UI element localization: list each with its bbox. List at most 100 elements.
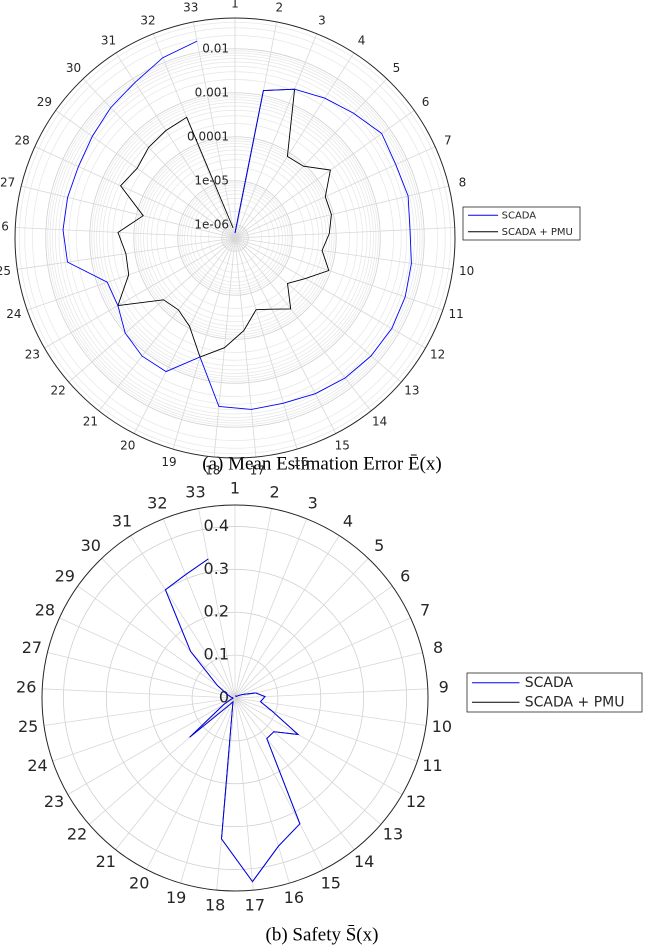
- theta-tick-label: 19: [161, 455, 176, 469]
- grid-spoke: [98, 237, 236, 412]
- theta-tick-label: 20: [129, 873, 149, 892]
- series-line: [117, 88, 332, 358]
- r-tick-label: 0: [219, 688, 229, 707]
- series-line: [62, 40, 412, 410]
- grid-spoke: [180, 697, 236, 884]
- grid-spoke: [68, 237, 236, 383]
- grid-spoke: [115, 697, 236, 850]
- grid-spoke: [234, 688, 428, 699]
- grid-spoke: [52, 697, 236, 762]
- legend-label: SCADA + PMU: [502, 227, 573, 238]
- legend-label: SCADA + PMU: [525, 694, 625, 710]
- theta-tick-label: 16: [284, 888, 304, 907]
- grid-spoke: [198, 508, 236, 699]
- grid-spoke: [77, 585, 236, 699]
- theta-tick-label: 10: [459, 264, 474, 278]
- grid-spoke: [43, 697, 236, 726]
- grid-spoke: [234, 237, 444, 311]
- caption: (b) Safety S̄(x): [266, 924, 379, 945]
- grid-spoke: [234, 52, 355, 239]
- legend-label: SCADA: [525, 675, 574, 691]
- theta-tick-label: 18: [205, 463, 220, 477]
- theta-tick-label: 15: [321, 873, 341, 892]
- theta-tick-label: 24: [27, 756, 47, 775]
- theta-tick-label: 27: [22, 638, 42, 657]
- grid-spoke: [44, 237, 236, 349]
- grid-spoke: [234, 237, 372, 412]
- grid-spoke: [234, 508, 272, 699]
- grid-spoke: [234, 697, 403, 795]
- grid-spoke: [21, 185, 236, 239]
- theta-tick-label: 8: [433, 638, 443, 657]
- theta-tick-label: 30: [66, 61, 81, 75]
- grid-spoke: [15, 227, 236, 239]
- theta-tick-label: 11: [448, 307, 463, 321]
- grid-spoke: [234, 697, 355, 850]
- grid-spoke: [216, 697, 236, 891]
- outer-ring: [14, 17, 456, 459]
- grid-spoke: [234, 237, 298, 450]
- theta-tick-label: 1: [231, 0, 239, 11]
- theta-tick-label: 17: [250, 463, 265, 477]
- theta-tick-label: 6: [400, 566, 410, 585]
- theta-tick-label: 29: [55, 566, 75, 585]
- theta-tick-label: 7: [444, 133, 452, 147]
- r-tick-label: 0.0001: [187, 129, 229, 143]
- theta-tick-label: 26: [16, 678, 36, 697]
- grid-spoke: [101, 558, 236, 699]
- theta-tick-label: 12: [406, 792, 426, 811]
- grid-spoke: [234, 237, 402, 383]
- grid-spoke: [162, 518, 236, 699]
- theta-tick-label: 27: [0, 175, 15, 189]
- theta-tick-label: 17: [245, 896, 265, 915]
- r-tick-label: 1e-06: [194, 217, 229, 231]
- grid-spoke: [115, 52, 236, 239]
- r-tick-label: 0.4: [204, 516, 229, 535]
- theta-tick-label: 22: [67, 824, 87, 843]
- legend-label: SCADA: [502, 210, 537, 221]
- grid-spoke: [47, 652, 236, 699]
- grid-spoke: [234, 585, 393, 699]
- theta-tick-label: 23: [25, 348, 40, 362]
- theta-tick-label: 31: [101, 34, 116, 48]
- grid-spoke: [234, 146, 436, 239]
- grid-spoke: [234, 697, 427, 726]
- grid-spoke: [26, 237, 236, 311]
- r-tick-label: 0.3: [204, 559, 229, 578]
- grid-spoke: [133, 237, 236, 434]
- theta-tick-label: 13: [383, 824, 403, 843]
- grid-spoke: [234, 535, 340, 699]
- grid-spoke: [34, 146, 236, 239]
- r-tick-label: 1e-05: [194, 173, 229, 187]
- theta-tick-label: 30: [81, 536, 101, 555]
- grid-spoke: [234, 558, 369, 699]
- grid-spoke: [234, 78, 388, 239]
- grid-spoke: [172, 237, 236, 450]
- theta-tick-label: 33: [183, 1, 198, 15]
- theta-tick-label: 8: [459, 175, 467, 189]
- r-tick-label: 0.1: [204, 645, 229, 664]
- caption: (a) Mean Estimation Error Ē(x): [202, 453, 442, 474]
- theta-tick-label: 9: [439, 678, 449, 697]
- theta-tick-label: 14: [354, 852, 374, 871]
- theta-tick-label: 4: [343, 512, 353, 531]
- grid-spoke: [234, 237, 426, 349]
- theta-tick-label: 2: [269, 482, 279, 501]
- outer-ring: [41, 504, 429, 892]
- theta-tick-label: 23: [44, 792, 64, 811]
- grid-spoke: [234, 697, 290, 884]
- grid-spoke: [234, 697, 254, 891]
- grid-spoke: [59, 617, 236, 699]
- theta-tick-label: 21: [83, 414, 98, 428]
- grid-spoke: [88, 697, 236, 825]
- grid-spoke: [234, 237, 337, 434]
- grid-spoke: [130, 535, 236, 699]
- theta-tick-label: 2: [275, 1, 283, 15]
- grid-spoke: [234, 33, 318, 239]
- grid-spoke: [192, 21, 236, 239]
- r-tick-label: 0.01: [202, 41, 229, 55]
- grid-spoke: [146, 697, 236, 870]
- grid-spoke: [67, 697, 236, 795]
- grid-spoke: [234, 518, 308, 699]
